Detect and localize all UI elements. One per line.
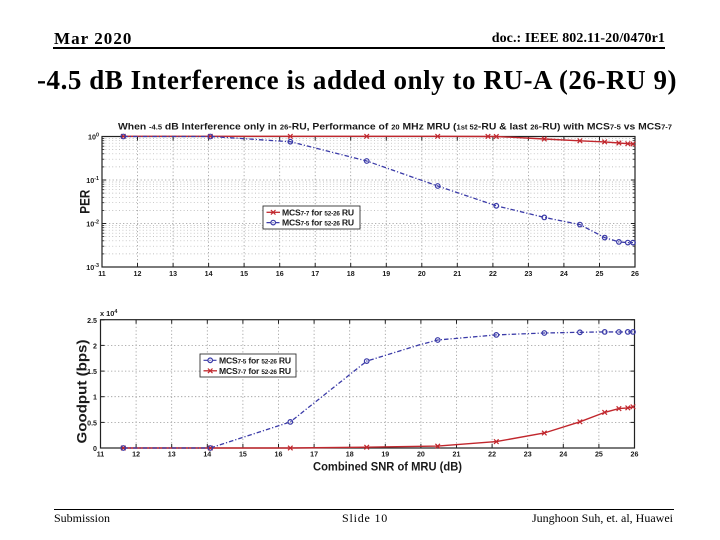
svg-text:18: 18 <box>347 270 355 278</box>
svg-text:21: 21 <box>453 450 461 458</box>
svg-text:100: 100 <box>88 132 99 141</box>
svg-text:11: 11 <box>98 270 106 278</box>
svg-text:19: 19 <box>382 270 390 278</box>
svg-text:Combined SNR of MRU (dB): Combined SNR of MRU (dB) <box>313 459 462 473</box>
svg-text:13: 13 <box>168 450 176 458</box>
svg-text:24: 24 <box>559 450 567 458</box>
svg-text:15: 15 <box>239 450 247 458</box>
svg-text:1: 1 <box>93 394 97 402</box>
svg-text:10-3: 10-3 <box>86 263 99 272</box>
svg-text:0.5: 0.5 <box>87 419 97 427</box>
svg-text:MCS7-5 for 52-26 RU: MCS7-5 for 52-26 RU <box>282 218 354 228</box>
svg-text:14: 14 <box>203 450 211 458</box>
svg-text:MCS7-5 for 52-26 RU: MCS7-5 for 52-26 RU <box>219 355 291 365</box>
svg-text:PER: PER <box>78 189 93 213</box>
svg-text:12: 12 <box>132 450 140 458</box>
svg-text:15: 15 <box>240 270 248 278</box>
svg-text:23: 23 <box>524 450 532 458</box>
svg-text:When -4.5 dB Interference only: When -4.5 dB Interference only in 26-RU,… <box>118 121 672 132</box>
svg-text:20: 20 <box>417 450 425 458</box>
svg-text:23: 23 <box>524 270 532 278</box>
svg-text:26: 26 <box>631 450 639 458</box>
svg-text:24: 24 <box>560 270 568 278</box>
svg-text:17: 17 <box>311 270 319 278</box>
svg-text:MCS7-7 for 52-26 RU: MCS7-7 for 52-26 RU <box>282 207 354 217</box>
svg-text:18: 18 <box>346 450 354 458</box>
svg-text:12: 12 <box>134 270 142 278</box>
svg-text:11: 11 <box>97 450 105 458</box>
svg-text:22: 22 <box>489 270 497 278</box>
svg-text:19: 19 <box>381 450 389 458</box>
svg-text:10-2: 10-2 <box>86 219 99 228</box>
svg-text:25: 25 <box>596 270 604 278</box>
svg-text:x 104: x 104 <box>100 309 117 318</box>
svg-text:25: 25 <box>595 450 603 458</box>
svg-text:14: 14 <box>205 270 213 278</box>
svg-text:2.5: 2.5 <box>87 317 97 325</box>
svg-text:0: 0 <box>93 445 97 453</box>
svg-text:17: 17 <box>310 450 318 458</box>
svg-text:21: 21 <box>453 270 461 278</box>
svg-text:16: 16 <box>276 270 284 278</box>
svg-text:16: 16 <box>275 450 283 458</box>
svg-text:26: 26 <box>631 270 639 278</box>
svg-text:MCS7-7 for 52-26 RU: MCS7-7 for 52-26 RU <box>219 366 291 376</box>
svg-text:1.5: 1.5 <box>87 368 97 376</box>
svg-text:22: 22 <box>488 450 496 458</box>
svg-text:2: 2 <box>93 342 97 350</box>
svg-text:10-1: 10-1 <box>86 176 99 185</box>
svg-text:20: 20 <box>418 270 426 278</box>
svg-text:13: 13 <box>169 270 177 278</box>
svg-text:Goodput (bps): Goodput (bps) <box>75 340 90 444</box>
